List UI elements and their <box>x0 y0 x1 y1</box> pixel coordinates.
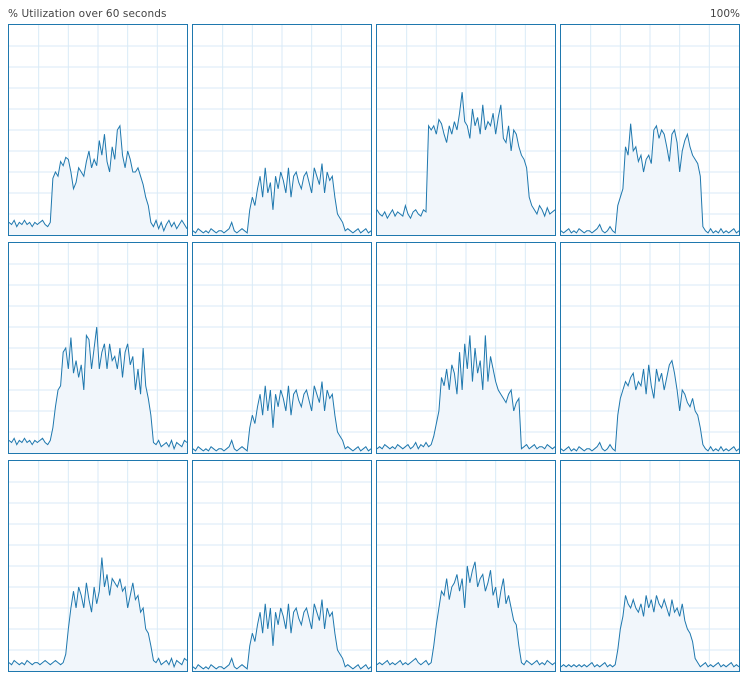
utilization-line <box>9 124 187 233</box>
utilization-line <box>9 557 187 669</box>
core-graph-svg <box>9 243 187 453</box>
core-graph-svg <box>377 25 555 235</box>
core-graph-svg <box>193 243 371 453</box>
core-graph-1 <box>8 24 188 236</box>
core-graph-10 <box>192 460 372 672</box>
core-graph-svg <box>561 461 739 671</box>
utilization-line <box>193 163 371 234</box>
utilization-area <box>561 595 739 671</box>
core-graph-5 <box>8 242 188 454</box>
core-graph-8 <box>560 242 740 454</box>
core-graph-svg <box>377 243 555 453</box>
utilization-area <box>377 92 555 235</box>
utilization-line <box>561 123 739 234</box>
utilization-line <box>193 381 371 452</box>
utilization-area <box>9 327 187 453</box>
utilization-area <box>561 360 739 453</box>
utilization-line <box>377 335 555 450</box>
utilization-line <box>9 326 187 451</box>
utilization-title: % Utilization over 60 seconds <box>8 8 167 20</box>
core-graph-9 <box>8 460 188 672</box>
core-graph-11 <box>376 460 556 672</box>
core-graph-svg <box>9 25 187 235</box>
core-graph-svg <box>561 243 739 453</box>
core-graph-4 <box>560 24 740 236</box>
core-graph-svg <box>561 25 739 235</box>
cpu-grid <box>8 24 740 674</box>
core-graph-6 <box>192 242 372 454</box>
max-percent-label: 100% <box>709 8 740 20</box>
utilization-area <box>561 123 739 235</box>
utilization-area <box>193 163 371 235</box>
header: % Utilization over 60 seconds 100% <box>0 0 754 22</box>
core-graph-svg <box>193 25 371 235</box>
utilization-area <box>9 557 187 671</box>
core-graph-svg <box>9 461 187 671</box>
core-graph-2 <box>192 24 372 236</box>
utilization-area <box>9 125 187 235</box>
core-graph-12 <box>560 460 740 672</box>
utilization-line <box>377 92 555 220</box>
utilization-line <box>377 561 555 666</box>
utilization-area <box>377 561 555 671</box>
core-graph-7 <box>376 242 556 454</box>
core-graph-svg <box>377 461 555 671</box>
utilization-line <box>561 359 739 452</box>
utilization-area <box>193 381 371 453</box>
utilization-area <box>193 599 371 671</box>
utilization-line <box>193 599 371 670</box>
utilization-line <box>561 595 739 668</box>
core-graph-3 <box>376 24 556 236</box>
core-graph-svg <box>193 461 371 671</box>
utilization-area <box>377 335 555 453</box>
